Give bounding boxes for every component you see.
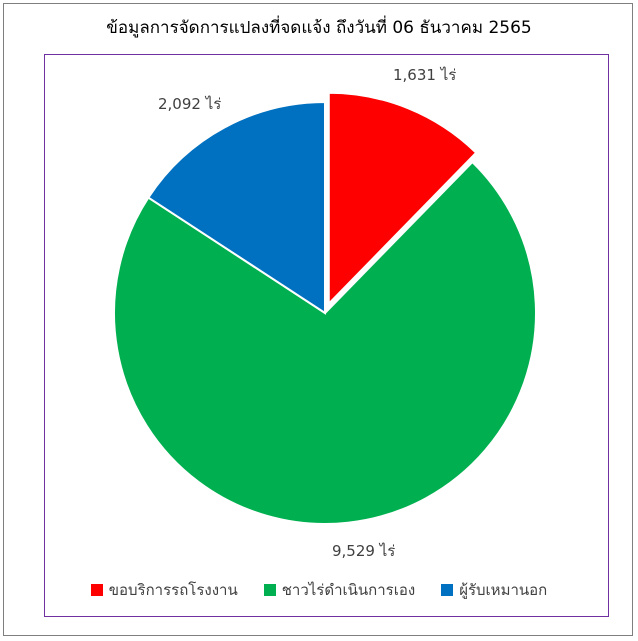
data-label-self-managed: 9,529 ไร่ — [332, 542, 396, 560]
slice-self-managed — [113, 160, 537, 525]
legend-swatch — [263, 584, 276, 596]
legend-item-service-truck: ขอบริการรถโรงงาน — [90, 578, 238, 602]
slice-service-truck — [327, 91, 478, 307]
data-label-outside-contractor: 2,092 ไร่ — [158, 95, 222, 113]
legend-label: ผู้รับเหมานอก — [459, 581, 548, 599]
data-label-service-truck: 1,631 ไร่ — [393, 66, 457, 84]
plot-area — [44, 54, 609, 617]
legend-item-self-managed: ชาวไร่ดำเนินการเอง — [263, 578, 416, 602]
legend-label: ชาวไร่ดำเนินการเอง — [281, 581, 416, 599]
legend-swatch — [90, 584, 103, 596]
slice-outside-contractor — [146, 100, 326, 315]
chart-title: ข้อมูลการจัดการแปลงที่จดแจ้ง ถึงวันที่ 0… — [106, 18, 532, 38]
legend-label: ขอบริการรถโรงงาน — [108, 581, 238, 599]
legend-swatch — [441, 584, 454, 596]
legend: ขอบริการรถโรงงาน ชาวไร่ดำเนินการเอง ผู้ร… — [0, 578, 638, 602]
legend-item-outside-contractor: ผู้รับเหมานอก — [441, 578, 547, 602]
